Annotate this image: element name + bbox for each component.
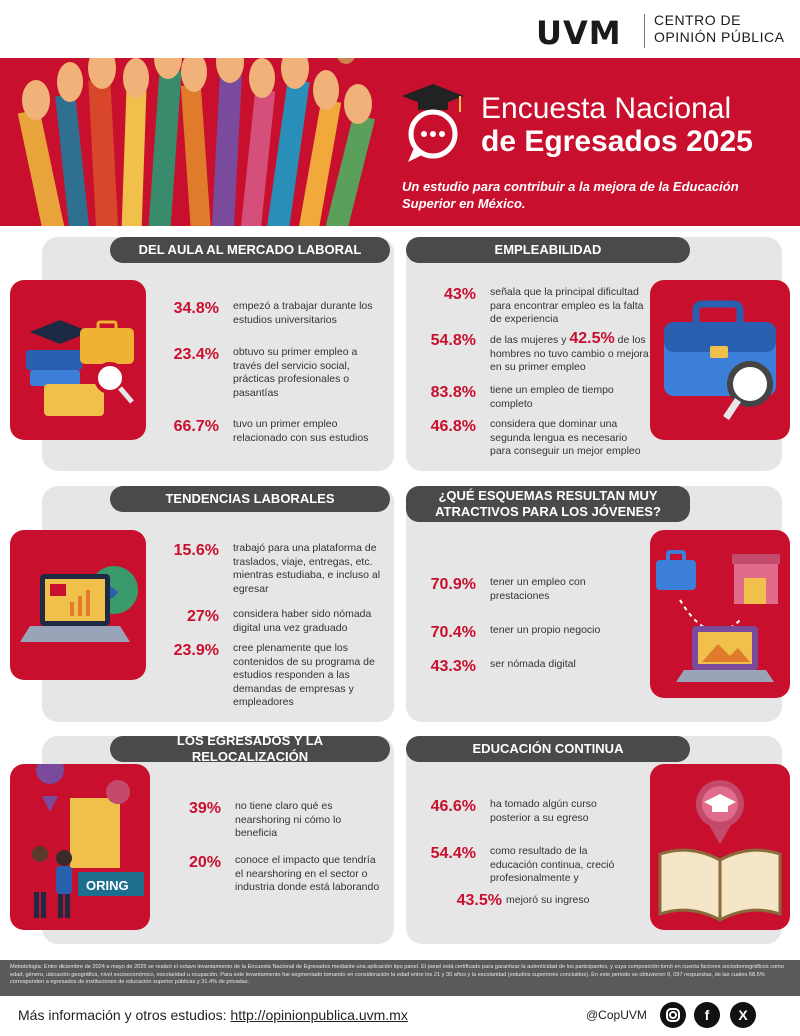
stat-continua-2: 54.4% como resultado de la educación con… [412,845,646,886]
stat-empleo-1: 43% señala que la principal dificultad p… [412,286,646,327]
stat-text: trabajó para una plataforma de traslados… [233,542,381,595]
stat-continua-1: 46.6% ha tomado algún curso posterior a … [412,798,646,825]
graduation-chat-icon [402,84,464,162]
hero-banner: Encuesta Nacional de Egresados 2025 Un e… [0,58,800,226]
stat-text: obtuvo su primer empleo a través del ser… [233,346,358,399]
stat-text: cree plenamente que los contenidos de su… [233,642,375,708]
stat-text: no tiene claro qué es nearshoring ni cóm… [235,800,342,839]
stat-empleo-3: 83.8% tiene un empleo de tiempo completo [412,384,646,411]
stat-tendencias-1: 15.6% trabajó para una plataforma de tra… [155,542,385,596]
stat-text: tener un propio negocio [490,624,601,636]
section-continua-title: EDUCACIÓN CONTINUA [406,736,690,762]
stat-text: ser nómada digital [490,658,576,670]
section-empleabilidad-title: EMPLEABILIDAD [406,237,690,263]
stat-text: conoce el impacto que tendría el nearsho… [235,854,380,893]
stat-value: 43.3% [430,658,476,675]
centro-opinion-label: CENTRO DE OPINIÓN PÚBLICA [654,12,784,46]
stat-text: ha tomado algún curso posterior a su egr… [490,798,597,824]
methodology-note: Metodología: Entre diciembre de 2024 a m… [0,960,800,996]
education-illustration [10,280,146,440]
stat-esquemas-3: 43.3% ser nómada digital [412,658,646,676]
more-info-label: Más información y otros estudios: [18,1007,227,1023]
stat-value: 83.8% [430,384,476,401]
stat-text-post: de los hombres no tuvo cambio o mejora e… [490,334,649,373]
footer: Más información y otros estudios: http:/… [0,996,800,1035]
stat-text: empezó a trabajar durante los estudios u… [233,300,373,326]
stat-text: señala que la principal dificultad para … [490,286,644,325]
stat-empleo-4: 46.8% considera que dominar una segunda … [412,418,646,459]
stat-value: 39% [188,800,221,817]
stat-text: tiene un empleo de tiempo completo [490,384,614,410]
stat-text: tener un empleo con prestaciones [490,576,586,602]
stat-value-secondary: 42.5% [569,330,615,347]
x-icon[interactable]: X [730,1002,756,1028]
stat-text: tuvo un primer empleo relacionado con su… [233,418,369,444]
center-line1: CENTRO DE [654,12,741,28]
website-link[interactable]: http://opinionpublica.uvm.mx [230,1007,408,1023]
social-handle: @CopUVM [586,1008,647,1022]
survey-title: Encuesta Nacional de Egresados 2025 [481,92,753,158]
raised-hands-illustration [17,58,375,226]
title-line1: Encuesta Nacional [481,92,732,125]
stat-value: 46.6% [430,798,476,815]
section-relocalizacion-title: LOS EGRESADOS Y LA RELOCALIZACIÓN [110,733,390,764]
stat-tendencias-2: 27% considera haber sido nómada digital … [155,608,385,635]
briefcase-illustration [650,280,790,440]
stat-value: 54.4% [430,845,476,862]
stat-aula-3: 66.7% tuvo un primer empleo relacionado … [155,418,385,445]
stat-reloc-1: 39% no tiene claro qué es nearshoring ni… [165,800,385,841]
stat-text: de las mujeres y 42.5% de los hombres no… [490,330,650,375]
stat-text: mejoró su ingreso [506,894,590,906]
instagram-icon[interactable] [660,1002,686,1028]
stat-value: 15.6% [173,542,219,559]
stat-text: considera que dominar una segunda lengua… [490,418,641,457]
title-line2: de Egresados 2025 [481,125,753,158]
stat-text: considera haber sido nómada digital una … [233,608,372,634]
survey-subtitle: Un estudio para contribuir a la mejora d… [402,179,739,211]
stat-reloc-2: 20% conoce el impacto que tendría el nea… [165,854,385,895]
business-illustration [650,530,790,698]
section-aula-title: DEL AULA AL MERCADO LABORAL [110,237,390,263]
section-tendencias-title: TENDENCIAS LABORALES [110,486,390,512]
stat-value: 20% [188,854,221,871]
stat-value: 70.4% [430,624,476,641]
stat-value: 23.9% [173,642,219,659]
stat-esquemas-1: 70.9% tener un empleo con prestaciones [412,576,646,603]
stat-value: 54.8% [430,332,476,349]
stat-esquemas-2: 70.4% tener un propio negocio [412,624,646,642]
stat-empleo-2: 54.8% de las mujeres y 42.5% de los homb… [412,330,650,375]
stat-value: 43% [443,286,476,303]
stat-value: 66.7% [173,418,219,435]
logo-divider [644,14,645,48]
uvm-logo: UVM [536,14,622,52]
stat-text-pre: de las mujeres y [490,334,570,346]
stat-value: 43.5% [456,892,502,909]
laptop-globe-illustration [10,530,146,680]
nearshoring-illustration: ORING [10,764,150,930]
stat-value: 46.8% [430,418,476,435]
nearshoring-sign: ORING [86,878,129,893]
stat-aula-2: 23.4% obtuvo su primer empleo a través d… [155,346,385,400]
stat-value: 23.4% [173,346,219,363]
stat-tendencias-3: 23.9% cree plenamente que los contenidos… [155,642,385,710]
stat-value: 70.9% [430,576,476,593]
stat-value: 34.8% [173,300,219,317]
stat-aula-1: 34.8% empezó a trabajar durante los estu… [155,300,385,327]
facebook-icon[interactable]: f [694,1002,720,1028]
section-esquemas-title: ¿QUÉ ESQUEMAS RESULTAN MUY ATRACTIVOS PA… [406,486,690,522]
stat-value: 27% [186,608,219,625]
more-info: Más información y otros estudios: http:/… [18,1007,408,1023]
brand-logo: UVM CENTRO DE OPINIÓN PÚBLICA [536,12,792,52]
book-illustration [650,764,790,930]
center-line2: OPINIÓN PÚBLICA [654,29,785,45]
stat-text: como resultado de la educación continua,… [490,845,615,884]
stat-continua-3: 43.5% mejoró su ingreso [438,892,658,910]
